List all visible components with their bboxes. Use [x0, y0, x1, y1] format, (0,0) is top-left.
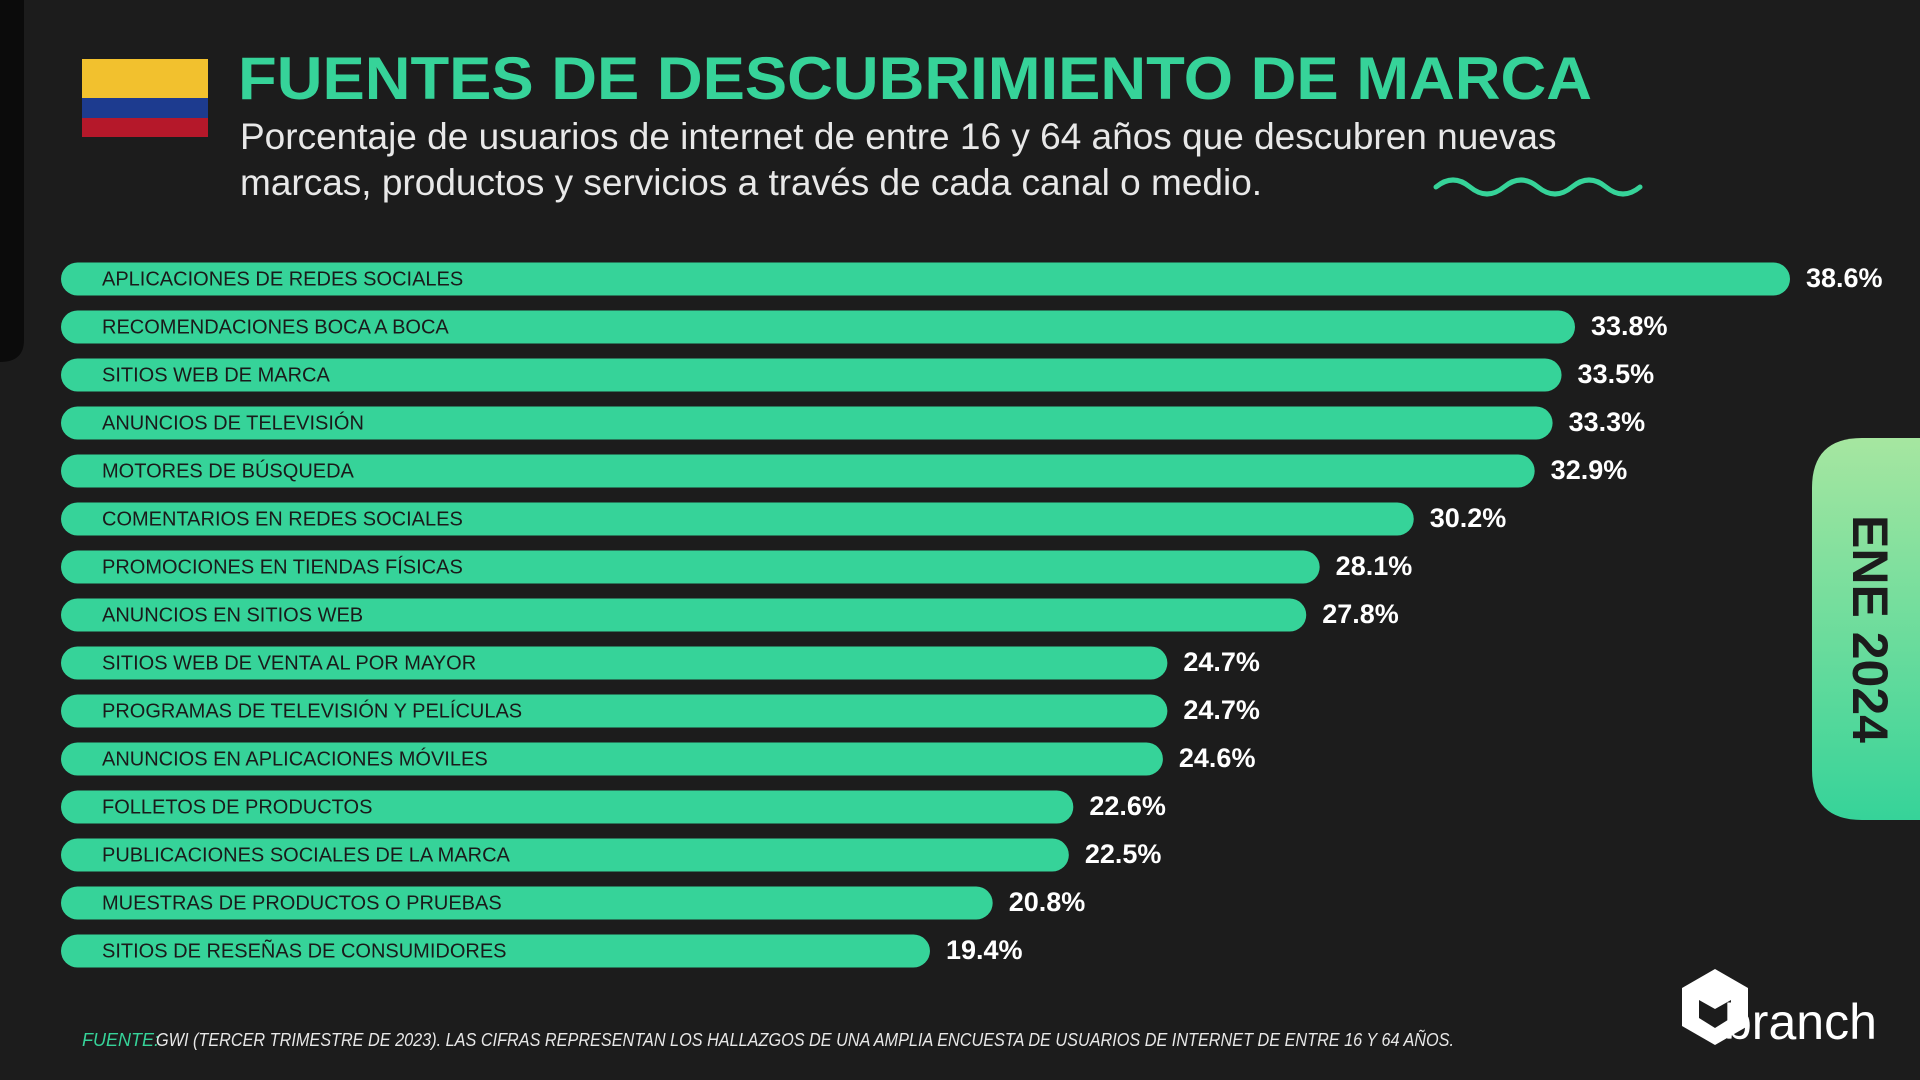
source-label: FUENTE:: [82, 1030, 159, 1050]
bar: [61, 262, 1790, 296]
date-tab: [1812, 438, 1920, 820]
value-label: 22.6%: [1089, 791, 1166, 821]
brand-logo: [1682, 969, 1748, 1045]
category-label: PROMOCIONES EN TIENDAS FÍSICAS: [102, 555, 463, 578]
bar: [61, 742, 1163, 776]
category-label: RECOMENDACIONES BOCA A BOCA: [102, 316, 449, 338]
category-label: MUESTRAS DE PRODUCTOS O PRUEBAS: [102, 892, 502, 914]
bar: [61, 886, 993, 920]
subtitle: marcas, productos y servicios a través d…: [240, 162, 1262, 203]
category-label: MOTORES DE BÚSQUEDA: [102, 459, 355, 482]
category-label: ANUNCIOS EN APLICACIONES MÓVILES: [102, 747, 488, 770]
value-label: 33.8%: [1591, 311, 1668, 341]
category-label: PROGRAMAS DE TELEVISIÓN Y PELÍCULAS: [102, 699, 522, 722]
value-label: 33.3%: [1569, 407, 1646, 437]
category-label: SITIOS WEB DE VENTA AL POR MAYOR: [102, 652, 476, 674]
bar: [61, 406, 1553, 440]
bar: [61, 694, 1168, 728]
subtitle: Porcentaje de usuarios de internet de en…: [240, 116, 1556, 157]
flag: [82, 59, 208, 137]
value-label: 19.4%: [946, 935, 1023, 965]
value-label: 22.5%: [1085, 839, 1162, 869]
category-label: ANUNCIOS EN SITIOS WEB: [102, 604, 363, 626]
bar: [61, 310, 1575, 344]
value-label: 33.5%: [1578, 359, 1655, 389]
wave-decoration: [1433, 177, 1643, 197]
value-label: 28.1%: [1336, 551, 1413, 581]
bar: [61, 502, 1414, 536]
category-label: SITIOS WEB DE MARCA: [102, 364, 330, 386]
side-decoration: [0, 0, 24, 362]
bar: [61, 790, 1074, 824]
brand-name: branch: [1724, 994, 1877, 1050]
bar: [61, 646, 1168, 680]
category-label: ANUNCIOS DE TELEVISIÓN: [102, 411, 364, 434]
date-tab-label: ENE 2024: [1842, 515, 1898, 743]
value-label: 20.8%: [1009, 887, 1086, 917]
value-label: 24.7%: [1183, 695, 1260, 725]
source-text: GWI (TERCER TRIMESTRE DE 2023). LAS CIFR…: [156, 1029, 1454, 1050]
value-label: 24.7%: [1183, 647, 1260, 677]
bar: [61, 838, 1069, 872]
bar: [61, 934, 930, 968]
value-label: 24.6%: [1179, 743, 1256, 773]
value-label: 30.2%: [1430, 503, 1507, 533]
chart-title: FUENTES DE DESCUBRIMIENTO DE MARCA: [238, 45, 1592, 112]
value-label: 32.9%: [1551, 455, 1628, 485]
category-label: SITIOS DE RESEÑAS DE CONSUMIDORES: [102, 938, 507, 962]
category-label: PUBLICACIONES SOCIALES DE LA MARCA: [102, 844, 511, 866]
category-label: COMENTARIOS EN REDES SOCIALES: [102, 508, 463, 530]
bar: [61, 598, 1307, 632]
bar: [61, 454, 1535, 488]
category-label: APLICACIONES DE REDES SOCIALES: [102, 268, 463, 290]
bar: [61, 358, 1562, 392]
category-label: FOLLETOS DE PRODUCTOS: [102, 796, 372, 818]
value-label: 38.6%: [1806, 263, 1883, 293]
value-label: 27.8%: [1322, 599, 1399, 629]
bar: [61, 550, 1320, 584]
